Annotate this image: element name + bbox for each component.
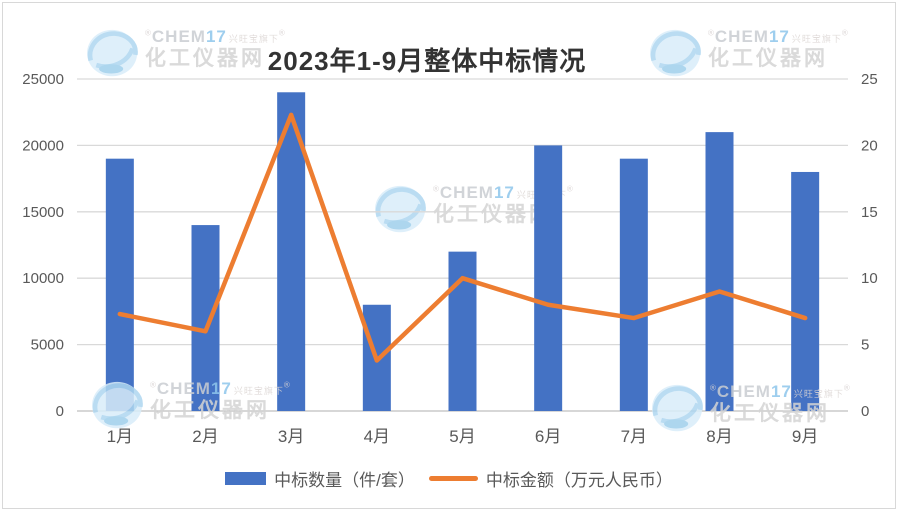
legend-label-bars: 中标数量（件/套）: [274, 471, 415, 490]
bar-6月: [534, 145, 563, 411]
bar-9月: [791, 171, 820, 411]
x-tick-label-7月: 7月: [621, 427, 647, 446]
chart-legend: 中标数量（件/套） 中标金额（万元人民币）: [0, 466, 898, 491]
x-tick-label-3月: 3月: [278, 427, 304, 446]
bar-swatch-icon: [225, 472, 267, 485]
x-tick-label-9月: 9月: [792, 427, 818, 446]
bar-5月: [448, 251, 477, 411]
bar-2月: [191, 225, 220, 411]
left-axis-tick-label: 0: [56, 403, 64, 420]
left-axis-tick-label: 15000: [22, 204, 64, 221]
right-axis-tick-label: 0: [861, 403, 869, 420]
chart-title: 2023年1-9月整体中标情况: [267, 46, 587, 77]
left-axis-tick-label: 10000: [22, 270, 64, 287]
x-tick-label-2月: 2月: [192, 427, 218, 446]
right-axis-tick-label: 15: [861, 204, 878, 221]
left-axis-tick-label: 20000: [22, 137, 64, 154]
x-tick-label-8月: 8月: [706, 427, 732, 446]
line-series: [117, 112, 808, 363]
legend-item-bars: 中标数量（件/套）: [225, 466, 415, 491]
x-tick-label-1月: 1月: [107, 427, 133, 446]
x-tick-label-5月: 5月: [449, 427, 475, 446]
left-axis-tick-label: 25000: [22, 71, 64, 88]
left-axis-tick-label: 5000: [31, 337, 64, 354]
bar-1月: [105, 158, 134, 411]
right-axis-tick-label: 5: [861, 337, 869, 354]
x-tick-label-6月: 6月: [535, 427, 561, 446]
x-tick-label-4月: 4月: [364, 427, 390, 446]
legend-label-line: 中标金额（万元人民币）: [485, 471, 673, 490]
legend-item-line: 中标金额（万元人民币）: [428, 466, 673, 491]
right-axis-tick-label: 25: [861, 71, 878, 88]
right-axis-tick-label: 20: [861, 137, 878, 154]
line-swatch-icon: [428, 476, 478, 481]
bar-7月: [619, 158, 648, 411]
right-axis-tick-label: 10: [861, 270, 878, 287]
bar-8月: [705, 132, 734, 411]
